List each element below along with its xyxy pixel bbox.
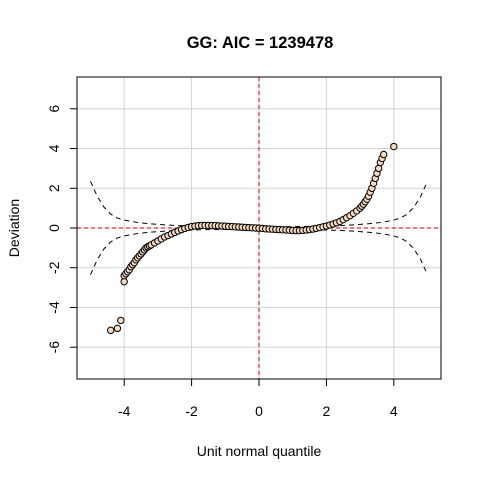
x-axis: -4 -2 0 2 4 [118,378,398,419]
x-tick-label: 4 [390,403,398,419]
y-tick-label: 4 [46,144,62,152]
data-point [117,316,125,325]
x-tick-label: -2 [185,403,198,419]
x-tick-label: 2 [323,403,331,419]
x-axis-label: Unit normal quantile [197,443,322,459]
data-points [107,142,398,335]
y-axis-label: Deviation [6,199,22,257]
y-axis: -6 -4 -2 0 2 4 6 [46,105,78,354]
data-point [374,164,383,173]
y-tick-label: -2 [46,261,62,274]
chart-title: GG: AIC = 1239478 [187,34,334,52]
y-tick-label: 2 [46,184,62,192]
data-point [120,277,128,286]
x-tick-label: 0 [255,403,263,419]
data-point [390,142,398,151]
data-point [380,150,388,159]
data-point [107,326,115,335]
x-tick-label: -4 [118,403,131,419]
y-tick-label: -4 [46,301,62,314]
y-tick-label: -6 [46,341,62,354]
data-point [113,324,122,333]
y-tick-label: 0 [46,224,62,232]
y-tick-label: 6 [46,105,62,113]
